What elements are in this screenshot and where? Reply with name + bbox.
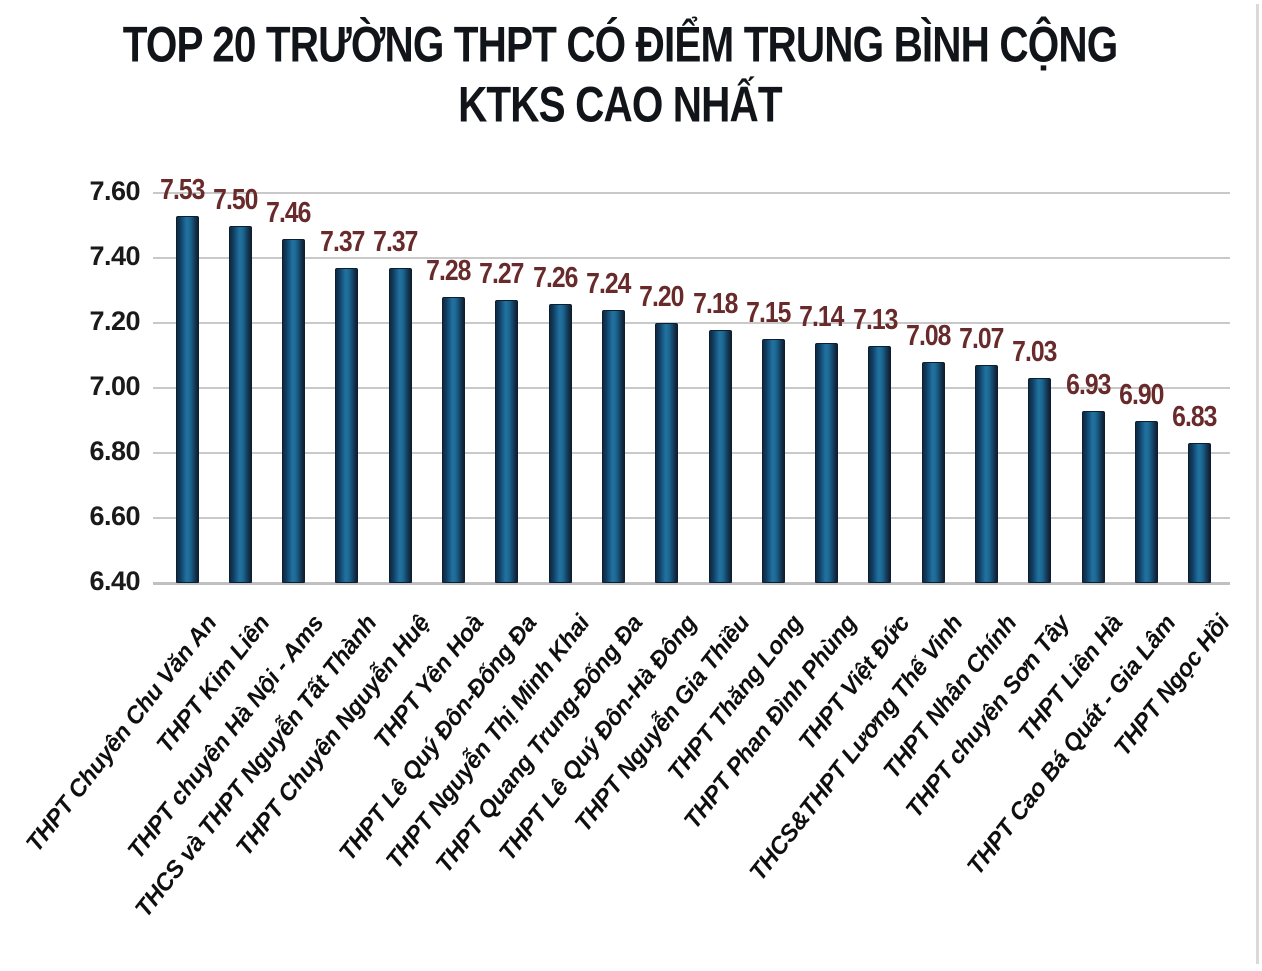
bar: [548, 303, 572, 583]
bar: [921, 362, 945, 583]
bar: [1028, 378, 1052, 583]
chart-title-line1: TOP 20 TRƯỜNG THPT CÓ ĐIỂM TRUNG BÌNH CỘ…: [122, 15, 1118, 73]
value-label: 7.37: [373, 224, 418, 258]
chart-title-line2: KTKS CAO NHẤT: [458, 75, 783, 133]
value-label: 7.13: [852, 302, 898, 336]
value-label: 7.20: [639, 279, 685, 313]
bar: [442, 297, 465, 583]
value-label: 7.03: [1012, 334, 1058, 368]
bar: [868, 345, 892, 583]
value-label: 7.53: [159, 172, 205, 206]
bar: [761, 339, 785, 583]
value-label: 6.93: [1065, 367, 1111, 401]
y-tick-label: 7.00: [89, 371, 140, 401]
bar: [282, 238, 306, 583]
value-label: 7.28: [426, 253, 471, 287]
gridline: [153, 257, 1230, 259]
bar: [228, 225, 252, 583]
bar: [388, 267, 412, 583]
right-edge-border: [1256, 4, 1259, 964]
y-tick-label: 6.80: [89, 436, 140, 466]
chart-title: TOP 20 TRƯỜNG THPT CÓ ĐIỂM TRUNG BÌNH CỘ…: [0, 14, 1240, 134]
y-tick-label: 6.40: [89, 566, 140, 596]
bar: [815, 342, 839, 583]
gridline: [153, 517, 1230, 519]
value-label: 7.14: [799, 298, 844, 332]
value-label: 7.15: [746, 295, 791, 329]
bar: [495, 300, 519, 583]
value-label: 7.50: [213, 181, 258, 215]
bar: [601, 310, 625, 583]
value-label: 6.83: [1172, 399, 1218, 433]
gridline: [153, 387, 1230, 389]
x-axis-line: [153, 582, 1230, 585]
value-label: 7.24: [586, 266, 631, 300]
value-label: 7.46: [266, 194, 311, 228]
y-tick-label: 7.20: [89, 306, 140, 336]
value-label: 7.27: [479, 256, 525, 290]
bar: [1134, 420, 1158, 583]
bar: [708, 329, 732, 583]
bar: [975, 365, 998, 583]
bar: [335, 267, 359, 583]
value-label: 6.90: [1119, 376, 1164, 410]
y-tick-label: 6.60: [89, 501, 140, 531]
value-label: 7.08: [906, 318, 951, 352]
value-label: 7.07: [959, 321, 1004, 355]
gridline: [153, 192, 1230, 194]
gridline: [153, 452, 1230, 454]
bar: [655, 323, 679, 583]
value-label: 7.18: [692, 285, 738, 319]
bar: [1188, 443, 1212, 583]
y-tick-label: 7.60: [89, 176, 140, 206]
bar: [1081, 410, 1105, 583]
bar: [175, 215, 199, 583]
value-label: 7.26: [532, 259, 578, 293]
gridline: [153, 322, 1230, 324]
y-tick-label: 7.40: [89, 241, 140, 271]
value-label: 7.37: [319, 224, 365, 258]
